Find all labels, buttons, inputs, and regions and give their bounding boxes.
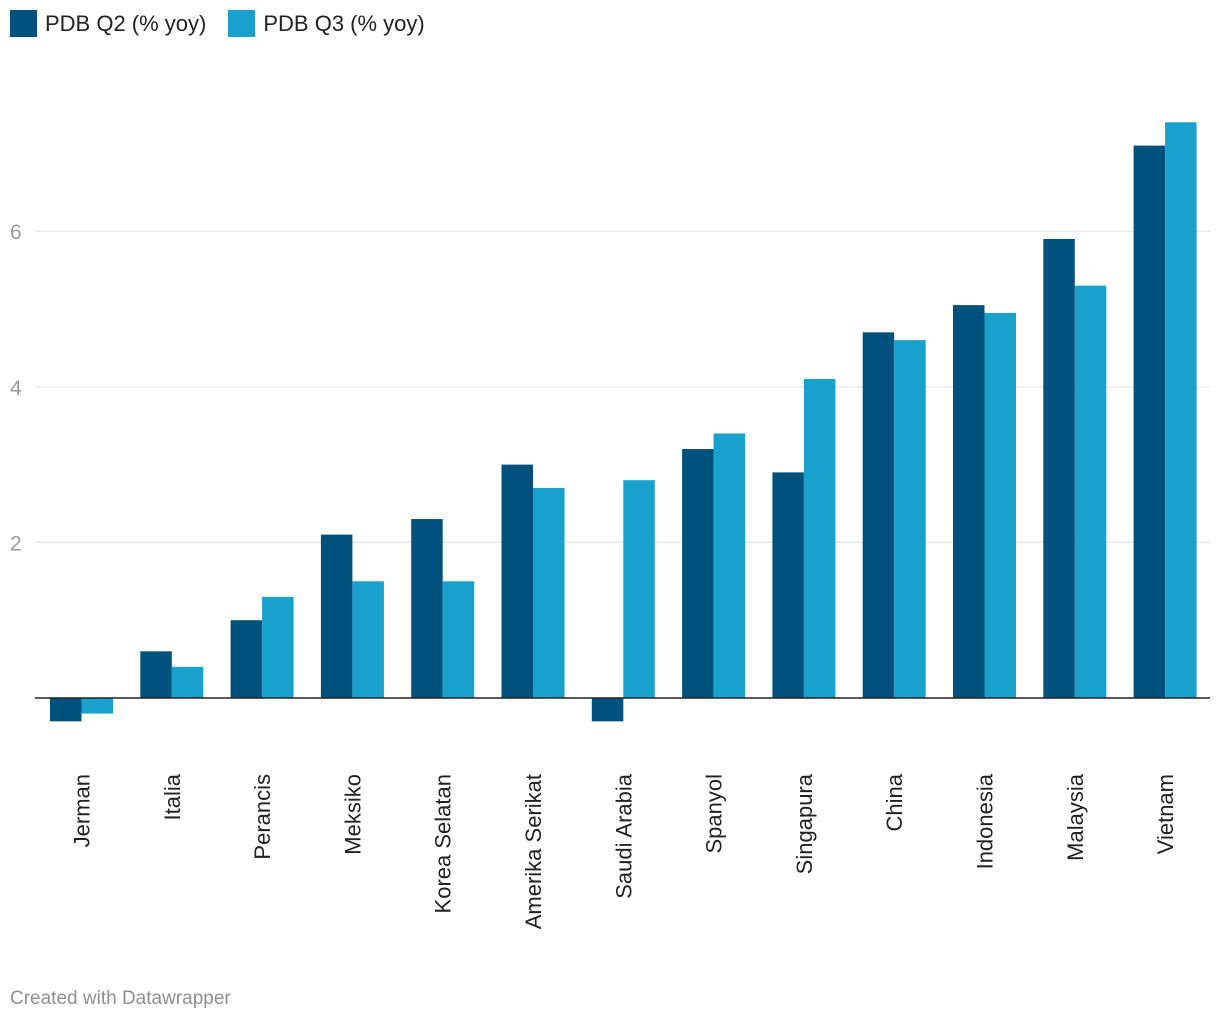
bar-q2-vietnam (1133, 145, 1166, 698)
x-tick-label-meksiko: Meksiko (340, 774, 365, 855)
bar-q2-jerman (50, 698, 82, 722)
legend-swatch-q3 (228, 10, 256, 37)
footer-credit[interactable]: Created with Datawrapper (10, 988, 231, 1009)
bar-q3-vietnam (1165, 122, 1197, 698)
x-tick-label-malaysia: Malaysia (1063, 773, 1088, 861)
bar-q3-korea-selatan (442, 581, 475, 698)
legend-label-q2: PDB Q2 (% yoy) (45, 10, 207, 36)
x-tick-label-amerika-serikat: Amerika Serikat (521, 774, 546, 929)
bar-q3-saudi-arabia (623, 480, 655, 698)
x-tick-label-indonesia: Indonesia (973, 773, 998, 869)
x-tick-label-italia: Italia (160, 773, 185, 820)
legend-item-q3[interactable]: PDB Q3 (% yoy) (228, 10, 425, 37)
bar-q3-malaysia (1074, 285, 1107, 698)
legend-label-q3: PDB Q3 (% yoy) (263, 10, 425, 36)
bar-q3-amerika-serikat (533, 487, 565, 698)
bar-q3-italia (171, 666, 204, 698)
bar-q3-jerman (81, 698, 113, 714)
y-tick-label-2: 2 (10, 532, 22, 555)
bar-q3-china (894, 340, 926, 698)
bar-q2-korea-selatan (411, 519, 443, 698)
bar-q2-singapura (772, 472, 804, 698)
x-tick-label-spanyol: Spanyol (702, 774, 727, 854)
bar-q2-italia (140, 651, 172, 698)
bar-q2-malaysia (1043, 238, 1075, 699)
x-tick-label-korea-selatan: Korea Selatan (431, 774, 456, 913)
bar-q2-perancis (230, 620, 263, 698)
bar-q2-meksiko (320, 534, 353, 698)
bar-chart: 2 4 6 Jerman Italia Perancis Meksiko Korea Sela… (10, 122, 1210, 929)
x-tick-label-vietnam: Vietnam (1153, 774, 1178, 854)
bar-q2-saudi-arabia (591, 698, 624, 722)
x-tick-label-perancis: Perancis (250, 774, 275, 860)
legend-item-q2[interactable]: PDB Q2 (% yoy) (10, 10, 206, 37)
legend-swatch-q2 (10, 10, 37, 37)
x-tick-label-jerman: Jerman (70, 774, 95, 847)
bar-q3-spanyol (713, 433, 746, 698)
x-tick-label-singapura: Singapura (792, 773, 817, 874)
legend: PDB Q2 (% yoy) PDB Q3 (% yoy) (10, 10, 425, 37)
bar-q3-meksiko (352, 581, 384, 698)
x-tick-label-china: China (882, 773, 907, 831)
bar-q3-singapura (803, 379, 836, 698)
bar-q3-indonesia (984, 312, 1016, 698)
bar-q2-amerika-serikat (501, 464, 533, 698)
bar-q2-spanyol (682, 449, 714, 698)
bar-q3-perancis (262, 596, 294, 698)
bar-q2-china (862, 332, 895, 698)
y-tick-label-4: 4 (10, 377, 22, 400)
x-tick-label-saudi-arabia: Saudi Arabia (611, 773, 636, 899)
y-tick-label-6: 6 (10, 221, 22, 244)
bar-q2-indonesia (953, 305, 985, 698)
